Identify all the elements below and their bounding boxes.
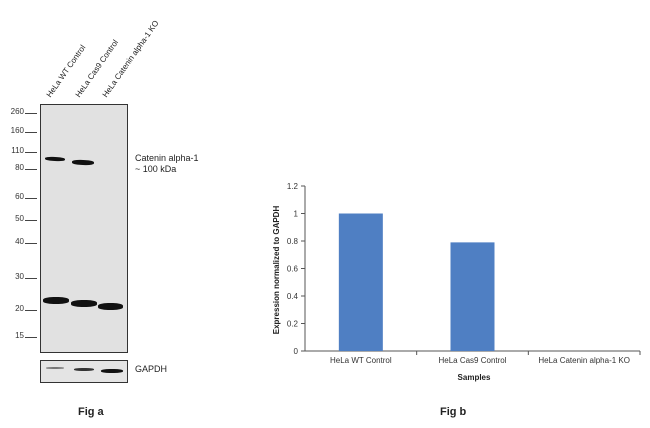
mw-marker-label: 60 [15,192,24,201]
catenin-band-lane-1 [44,156,66,162]
mw-marker-label: 30 [15,272,24,281]
low-mw-band-lane-2 [71,300,97,307]
y-axis-label: Expression normalized to GAPDH [272,206,281,335]
catenin-band-lane-2 [71,159,95,166]
mw-marker-label: 260 [10,107,24,116]
fig-a-caption: Fig a [78,406,104,418]
lane-label-3: HeLa Catenin alpha-1 KO [100,18,161,100]
loading-control-label: GAPDH [135,364,168,374]
mw-marker-tick [25,132,37,133]
gapdh-band-lane-2 [74,368,94,371]
low-mw-band-lane-3 [98,303,123,310]
mw-marker-tick [25,337,37,338]
mw-marker-tick [25,198,37,199]
x-axis-label: Samples [458,373,491,382]
target-protein-label: Catenin alpha-1 [135,153,199,163]
mw-marker-tick [25,220,37,221]
bar-chart: Expression normalized to GAPDH Samples 0… [272,182,641,382]
y-tick-label: 0.8 [287,237,299,246]
y-tick-label: 1 [294,210,299,219]
blot-membrane [40,104,128,353]
y-tick-label: 0.4 [287,292,299,301]
gapdh-band-lane-3 [101,369,123,373]
mw-marker-tick [25,152,37,153]
low-mw-band-lane-1 [43,297,69,304]
mw-marker-tick [25,310,37,311]
bar [450,242,495,351]
bar [338,213,383,351]
mw-marker-tick [25,243,37,244]
mw-marker-tick [25,278,37,279]
mw-marker-label: 20 [15,304,24,313]
mw-marker-label: 15 [15,331,24,340]
y-tick-label: 0.6 [287,265,299,274]
mw-marker-label: 160 [10,126,24,135]
mw-marker-label: 50 [15,214,24,223]
x-tick-label: HeLa Catenin alpha-1 KO [538,356,630,365]
y-tick-label: 0 [294,347,299,356]
x-tick-label: HeLa WT Control [330,356,392,365]
gapdh-band-lane-1 [46,367,64,369]
gapdh-membrane [40,360,128,383]
plot-area: 0 0.2 0.4 0.6 0.8 1 1.2 HeLa WT Control HeLa Cas… [287,182,641,365]
mw-marker-label: 80 [15,163,24,172]
mw-marker-tick [25,113,37,114]
fig-b-caption: Fig b [440,406,467,418]
mw-marker-label: 110 [11,146,24,155]
target-size-label: ~ 100 kDa [135,164,177,174]
mw-marker-tick [25,169,37,170]
x-tick-label: HeLa Cas9 Control [438,356,506,365]
y-tick-label: 1.2 [287,182,299,191]
y-tick-label: 0.2 [287,320,299,329]
mw-marker-label: 40 [15,237,24,246]
